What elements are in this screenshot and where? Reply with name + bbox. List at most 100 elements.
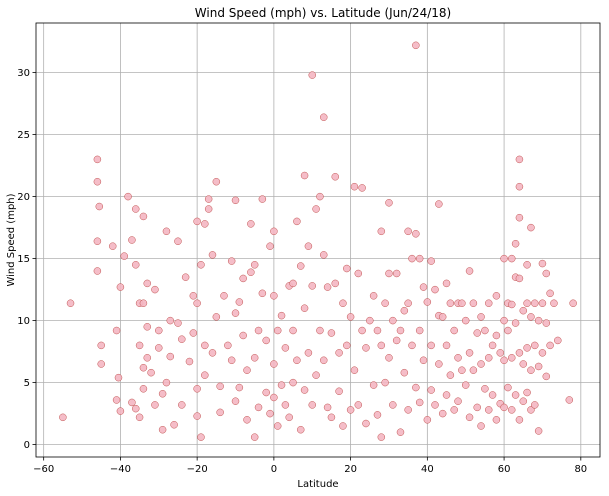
data-point (185, 357, 194, 366)
data-point (473, 329, 481, 337)
data-point (93, 237, 102, 245)
data-point (461, 381, 470, 389)
data-point (469, 366, 478, 374)
x-tick-label: 40 (421, 464, 434, 475)
data-point (174, 237, 182, 245)
data-point (151, 401, 159, 409)
data-point (281, 401, 290, 409)
data-point (331, 173, 340, 181)
data-point (166, 352, 175, 361)
data-point (204, 195, 213, 203)
data-point (415, 398, 424, 407)
data-point (273, 326, 282, 335)
data-point (273, 422, 282, 430)
data-point (346, 406, 355, 414)
data-point (519, 397, 528, 405)
data-point (308, 71, 316, 79)
data-point (93, 155, 102, 164)
data-point (128, 398, 136, 407)
data-point (404, 299, 412, 307)
data-point (327, 413, 336, 422)
data-point (477, 422, 485, 430)
x-axis-ticks: −60 −40 −20 0 20 40 60 80 (33, 457, 587, 475)
data-point (431, 401, 439, 409)
data-point (454, 397, 462, 405)
data-point (243, 416, 251, 424)
data-point (208, 251, 217, 259)
data-point (515, 155, 524, 164)
data-point (435, 200, 443, 208)
data-point (281, 344, 290, 352)
data-point (323, 403, 332, 412)
data-point (312, 205, 320, 213)
data-point (423, 416, 432, 424)
data-point (201, 371, 209, 379)
data-point (412, 230, 420, 238)
data-point (442, 391, 451, 399)
data-point (538, 259, 547, 268)
data-point (197, 261, 205, 269)
data-point (343, 264, 351, 273)
data-point (258, 195, 267, 203)
data-point (484, 299, 493, 307)
data-point (458, 366, 466, 374)
data-point (427, 257, 435, 265)
data-point (511, 319, 520, 327)
data-point (227, 257, 236, 265)
data-point (492, 416, 501, 424)
data-point (231, 196, 240, 205)
data-point (270, 393, 278, 402)
x-tick-label: 80 (574, 464, 587, 475)
data-point (523, 299, 531, 307)
data-point (139, 385, 148, 393)
data-point (151, 285, 159, 294)
data-point (519, 360, 528, 368)
data-point (435, 360, 443, 368)
data-point (427, 386, 435, 394)
data-point (116, 283, 125, 291)
chart-title: Wind Speed (mph) vs. Latitude (Jun/24/18… (195, 6, 451, 20)
data-point (178, 335, 186, 343)
data-point (346, 313, 355, 321)
data-point (500, 316, 508, 325)
x-tick-label: −20 (187, 464, 208, 475)
data-point (546, 289, 554, 298)
data-point (523, 388, 531, 397)
data-point (293, 217, 301, 226)
y-tick-label: 30 (17, 68, 30, 79)
data-point (239, 274, 247, 283)
data-point (527, 366, 535, 374)
data-point (162, 378, 171, 387)
data-point (438, 409, 447, 418)
data-point (97, 341, 105, 350)
data-point (266, 242, 274, 250)
x-tick-label: −40 (110, 464, 131, 475)
data-point (128, 236, 136, 244)
data-point (293, 356, 301, 365)
data-point (508, 406, 516, 414)
data-point (492, 292, 501, 300)
data-point (508, 254, 516, 263)
data-point (534, 362, 543, 371)
data-point (404, 406, 412, 414)
data-point (450, 406, 458, 414)
data-point (515, 349, 524, 357)
data-point (392, 336, 401, 345)
data-point (404, 227, 412, 236)
data-point (323, 283, 332, 291)
data-point (124, 192, 132, 201)
data-point (250, 261, 259, 269)
data-point (277, 381, 286, 389)
data-point (97, 360, 105, 368)
data-point (354, 401, 363, 409)
x-axis-label: Latitude (297, 479, 338, 490)
data-point (270, 292, 278, 300)
data-point (419, 356, 428, 365)
data-point (377, 341, 386, 350)
data-point (143, 323, 152, 331)
data-point (389, 316, 397, 325)
data-point (143, 354, 152, 362)
data-point (396, 428, 405, 436)
data-point (531, 401, 539, 409)
